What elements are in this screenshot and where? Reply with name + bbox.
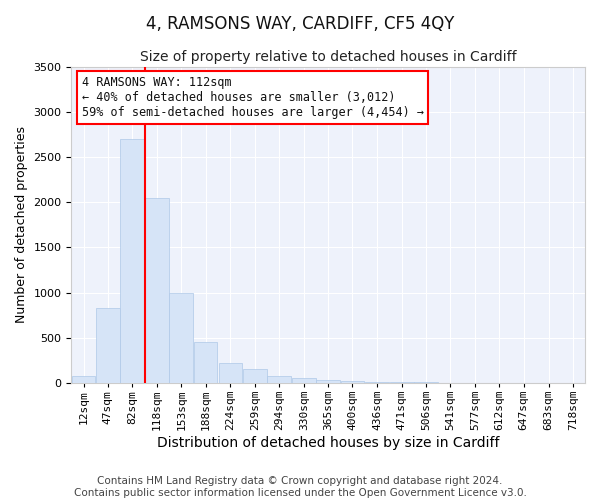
Text: Contains HM Land Registry data © Crown copyright and database right 2024.
Contai: Contains HM Land Registry data © Crown c…: [74, 476, 526, 498]
Text: 4, RAMSONS WAY, CARDIFF, CF5 4QY: 4, RAMSONS WAY, CARDIFF, CF5 4QY: [146, 15, 454, 33]
Bar: [120, 139, 144, 383]
Bar: [145, 198, 169, 383]
Bar: [267, 376, 291, 383]
Bar: [96, 308, 120, 383]
Y-axis label: Number of detached properties: Number of detached properties: [15, 126, 28, 324]
Title: Size of property relative to detached houses in Cardiff: Size of property relative to detached ho…: [140, 50, 517, 64]
Bar: [243, 370, 266, 383]
Bar: [218, 362, 242, 383]
Text: 4 RAMSONS WAY: 112sqm
← 40% of detached houses are smaller (3,012)
59% of semi-d: 4 RAMSONS WAY: 112sqm ← 40% of detached …: [82, 76, 424, 119]
Bar: [292, 378, 316, 383]
X-axis label: Distribution of detached houses by size in Cardiff: Distribution of detached houses by size …: [157, 436, 499, 450]
Bar: [414, 382, 438, 383]
Bar: [194, 342, 217, 383]
Bar: [390, 382, 413, 383]
Bar: [71, 376, 95, 383]
Bar: [365, 382, 389, 383]
Bar: [341, 381, 364, 383]
Bar: [169, 292, 193, 383]
Bar: [316, 380, 340, 383]
